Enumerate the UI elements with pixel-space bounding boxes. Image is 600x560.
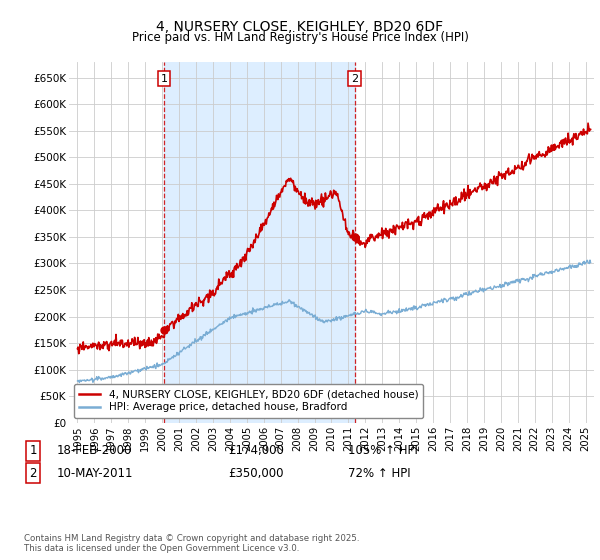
Text: 1: 1: [29, 444, 37, 458]
Text: Contains HM Land Registry data © Crown copyright and database right 2025.
This d: Contains HM Land Registry data © Crown c…: [24, 534, 359, 553]
Text: Price paid vs. HM Land Registry's House Price Index (HPI): Price paid vs. HM Land Registry's House …: [131, 31, 469, 44]
Text: 4, NURSERY CLOSE, KEIGHLEY, BD20 6DF: 4, NURSERY CLOSE, KEIGHLEY, BD20 6DF: [157, 20, 443, 34]
Text: 10-MAY-2011: 10-MAY-2011: [57, 466, 133, 480]
Text: £350,000: £350,000: [228, 466, 284, 480]
Text: 2: 2: [29, 466, 37, 480]
Text: 105% ↑ HPI: 105% ↑ HPI: [348, 444, 418, 458]
Bar: [164, 62, 355, 423]
Legend: 4, NURSERY CLOSE, KEIGHLEY, BD20 6DF (detached house), HPI: Average price, detac: 4, NURSERY CLOSE, KEIGHLEY, BD20 6DF (de…: [74, 384, 424, 418]
Text: 1: 1: [161, 73, 167, 83]
Text: 2: 2: [351, 73, 358, 83]
Text: £174,000: £174,000: [228, 444, 284, 458]
Text: 72% ↑ HPI: 72% ↑ HPI: [348, 466, 410, 480]
Text: 18-FEB-2000: 18-FEB-2000: [57, 444, 133, 458]
